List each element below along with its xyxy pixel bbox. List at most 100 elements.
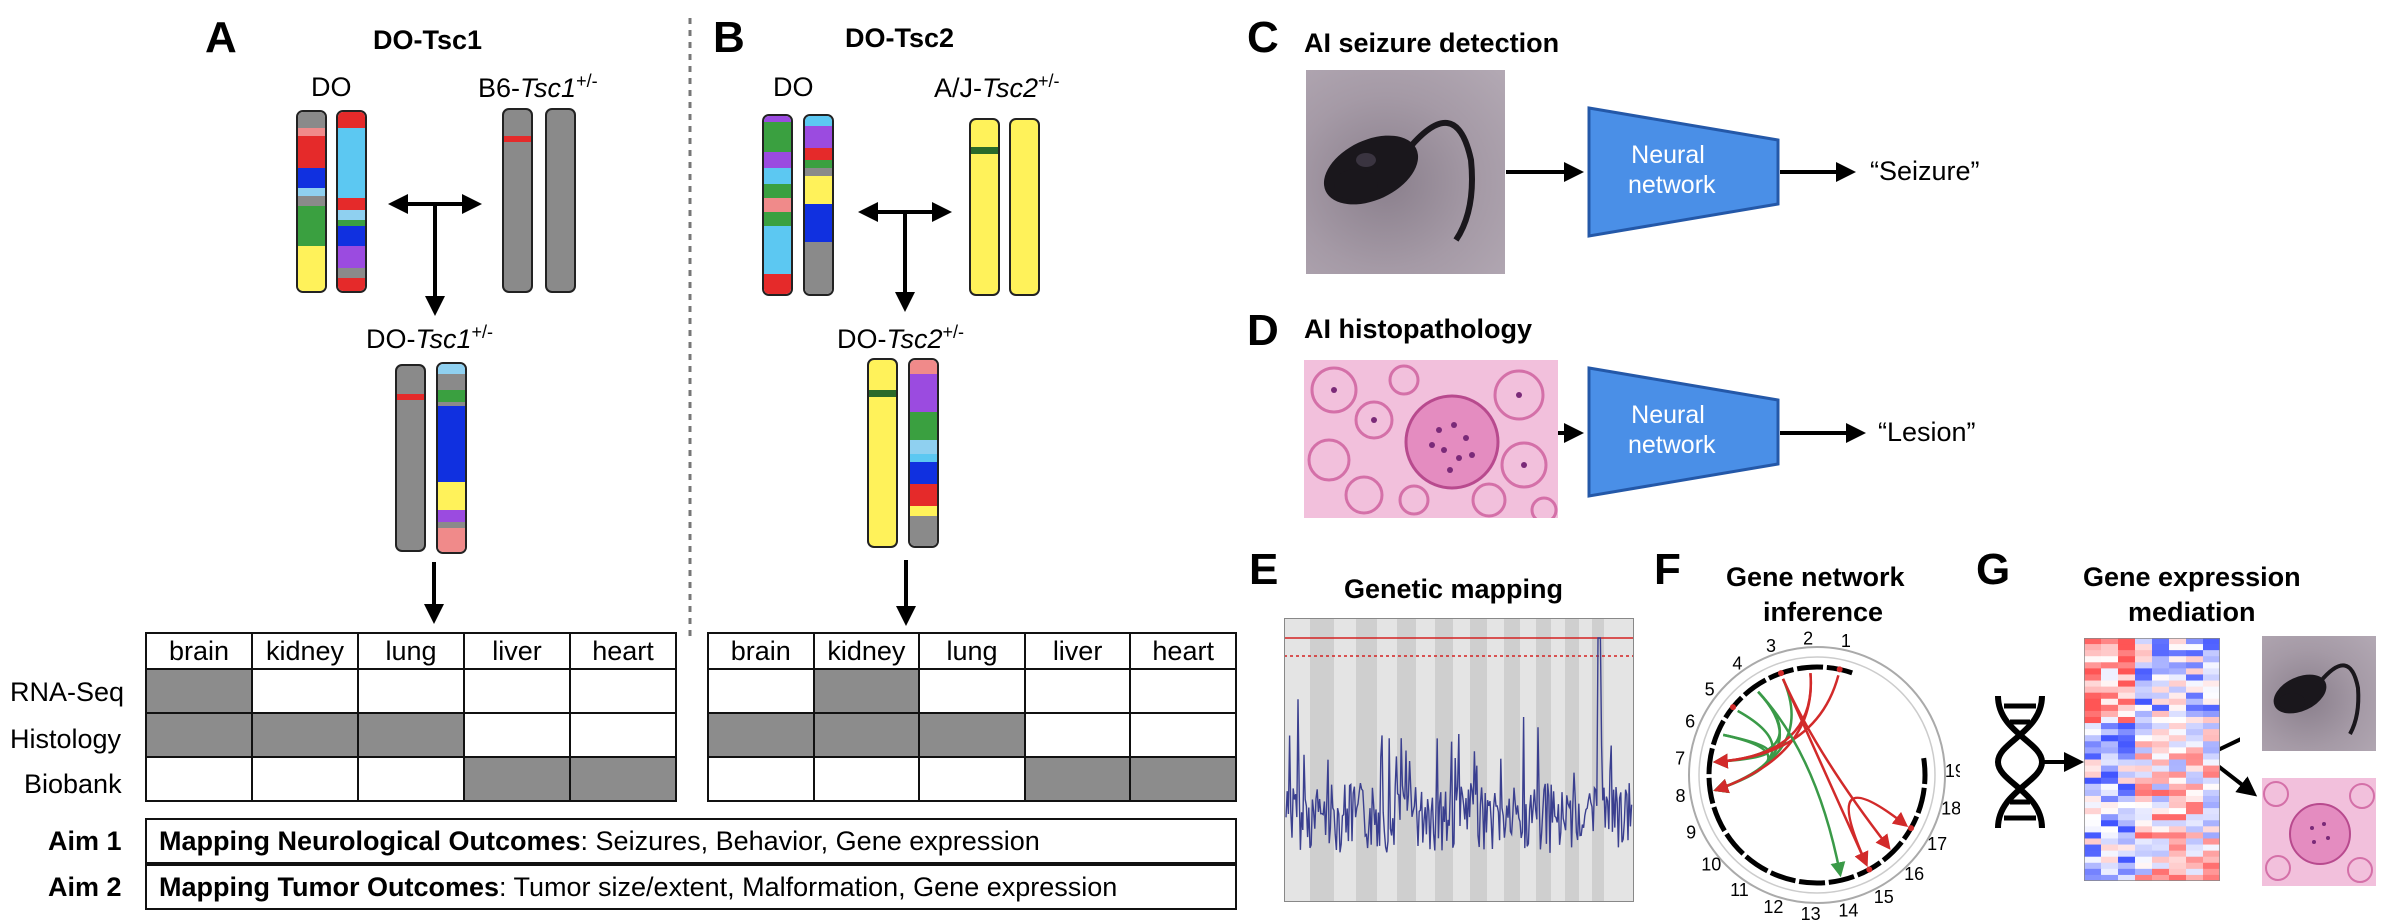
heatmap-cell (2101, 832, 2119, 839)
column-header: heart (569, 632, 677, 670)
heatmap-cell (2118, 704, 2136, 712)
heatmap-cell (2203, 783, 2220, 791)
heatmap-cell (2152, 844, 2170, 852)
heatmap-cell (2135, 729, 2153, 736)
table-cell (357, 712, 465, 758)
chromosome (803, 114, 834, 296)
heatmap-cell (2135, 723, 2153, 730)
heatmap-cell (2118, 716, 2136, 724)
chromosome-label: 14 (1838, 900, 1858, 920)
chromosome-arc (1798, 879, 1826, 886)
chromosome-label: 11 (1730, 880, 1749, 900)
heatmap-cell (2152, 735, 2170, 742)
heatmap-cell (2186, 650, 2204, 657)
heatmap-cell (2203, 644, 2220, 651)
heatmap-cell (2084, 789, 2102, 797)
heatmap-cell (2135, 777, 2153, 785)
heatmap-cell (2135, 771, 2153, 779)
heatmap-cell (2135, 638, 2153, 645)
heatmap-cell (2152, 698, 2170, 706)
chromosome-band (1565, 618, 1579, 902)
heatmap-cell (2152, 692, 2170, 700)
heatmap-cell (2101, 783, 2119, 791)
heatmap-cell (2186, 808, 2204, 815)
panel-g-title-line1: Gene expression (2083, 562, 2301, 592)
heatmap-cell (2101, 820, 2119, 827)
heatmap-cell (2118, 868, 2136, 876)
heatmap-cell (2084, 704, 2102, 712)
heatmap-cell (2084, 753, 2102, 760)
chromosome-label: 6 (1685, 712, 1695, 732)
heatmap-cell (2118, 710, 2136, 718)
heatmap-cell (2186, 692, 2204, 700)
heatmap-cell (2101, 650, 2119, 657)
heatmap-cell (2118, 771, 2136, 779)
heatmap-cell (2203, 692, 2220, 700)
chromosome-arc (1769, 870, 1796, 884)
chromosome-label: 4 (1732, 653, 1742, 673)
chromosome (545, 108, 576, 293)
heatmap-cell (2203, 650, 2220, 657)
heatmap-cell (2135, 868, 2153, 876)
heatmap-cell (2084, 698, 2102, 706)
heatmap-cell (2101, 856, 2119, 864)
panel-c-title: AI seizure detection (1304, 28, 1560, 58)
heatmap-cell (2152, 838, 2170, 846)
heatmap-cell (2152, 723, 2170, 730)
heatmap-cell (2101, 753, 2119, 760)
table-cell (918, 668, 1026, 714)
heatmap-cell (2135, 753, 2153, 760)
heatmap-cell (2135, 759, 2153, 767)
table-cell (918, 756, 1026, 802)
heatmap-cell (2118, 832, 2136, 839)
g-arrows (2044, 737, 2240, 772)
heatmap-cell (2169, 723, 2187, 730)
panel-b-offspring-label: DO-Tsc2+/- (837, 322, 965, 354)
dna-icon (1994, 695, 2046, 829)
heatmap-cell (2118, 874, 2136, 881)
chromosome-arc (1711, 806, 1727, 833)
heatmap-cell (2101, 680, 2119, 688)
chromosome-label: 17 (1927, 834, 1947, 854)
heatmap-cell (2101, 802, 2119, 809)
heatmap-cell (2186, 856, 2204, 864)
heatmap-cell (2084, 868, 2102, 876)
heatmap-cell (2186, 844, 2204, 852)
heatmap-cell (2186, 668, 2204, 675)
heatmap-cell (2169, 862, 2187, 870)
heatmap-cell (2084, 638, 2102, 645)
heatmap-cell (2101, 644, 2119, 651)
column-header: kidney (251, 632, 359, 670)
heatmap-cell (2169, 674, 2187, 682)
heatmap-cell (2118, 862, 2136, 870)
peak-marker (1730, 704, 1737, 711)
column-header: lung (357, 632, 465, 670)
heatmap-cell (2084, 856, 2102, 864)
heatmap-cell (2203, 820, 2220, 827)
heatmap-cell (2169, 753, 2187, 760)
heatmap-cell (2118, 759, 2136, 767)
heatmap-cell (2169, 826, 2187, 833)
lod-trace (1285, 637, 1633, 853)
heatmap-cell (2152, 820, 2170, 827)
column-header: lung (918, 632, 1026, 670)
heatmap-cell (2135, 765, 2153, 773)
heatmap-cell (2101, 710, 2119, 718)
heatmap-cell (2084, 771, 2102, 779)
chromosome-label: 2 (1803, 628, 1813, 648)
column-header: liver (1023, 632, 1132, 670)
heatmap-cell (2101, 674, 2119, 682)
heatmap-cell (2135, 674, 2153, 682)
heatmap-cell (2084, 735, 2102, 742)
heatmap-cell (2084, 844, 2102, 852)
chromosome-label: 15 (1874, 887, 1894, 907)
heatmap-cell (2101, 844, 2119, 852)
heatmap-cell (2118, 638, 2136, 645)
peak-marker (1866, 866, 1873, 873)
heatmap-cell (2084, 686, 2102, 694)
heatmap-cell (2118, 680, 2136, 688)
heatmap-cell (2152, 789, 2170, 797)
heatmap-cell (2169, 814, 2187, 821)
heatmap-cell (2101, 729, 2119, 736)
expression-heatmap (2084, 638, 2220, 881)
